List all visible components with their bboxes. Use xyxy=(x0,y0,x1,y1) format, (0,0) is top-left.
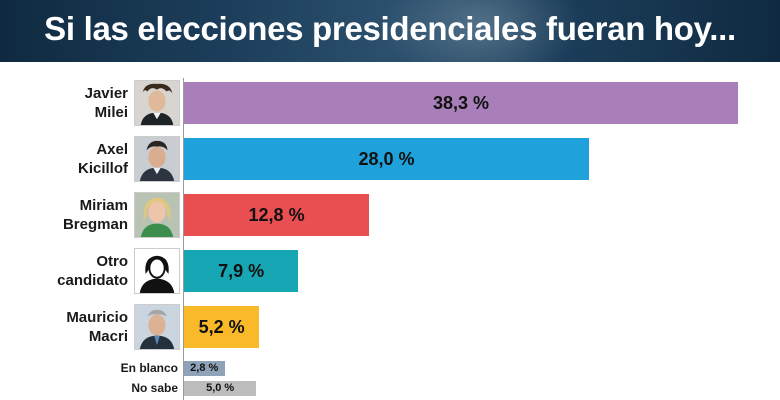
value-label-miriam-bregman: 12,8 % xyxy=(248,204,305,225)
header-banner: Si las elecciones presidenciales fueran … xyxy=(0,0,780,62)
photo-mauricio-macri xyxy=(134,304,180,350)
header-background-photo xyxy=(380,0,580,62)
bar-no-sabe xyxy=(184,381,257,396)
value-label-otro-candidato: 7,9 % xyxy=(218,260,265,281)
bar-chart: Javier Milei 38,3 % Axel Kicillof 28,0 % Mir… xyxy=(0,62,780,400)
value-label-en-blanco: 2,8 % xyxy=(190,362,219,374)
value-label-mauricio-macri: 5,2 % xyxy=(198,316,245,337)
bar-javier-milei xyxy=(184,82,738,124)
person-silhouette-icon xyxy=(134,248,180,294)
bar-axel-kicillof xyxy=(184,138,589,180)
bar-otro-candidato xyxy=(184,250,299,292)
chart-title: Si las elecciones presidenciales fueran … xyxy=(44,10,736,47)
value-label-no-sabe: 5,0 % xyxy=(206,382,235,394)
category-label-javier-milei: Javier Milei xyxy=(84,85,128,121)
category-label-miriam-bregman: Miriam Bregman xyxy=(62,197,128,233)
category-label-mauricio-macri: Mauricio Macri xyxy=(66,309,128,345)
category-label-otro-candidato: Otro candidato xyxy=(57,253,128,289)
category-label-en-blanco: En blanco xyxy=(120,361,178,375)
value-label-axel-kicillof: 28,0 % xyxy=(358,148,415,169)
bar-mauricio-macri xyxy=(184,306,260,348)
category-label-no-sabe: No sabe xyxy=(131,381,178,395)
bar-miriam-bregman xyxy=(184,194,370,236)
photo-javier-milei xyxy=(134,80,180,126)
value-label-javier-milei: 38,3 % xyxy=(432,92,490,113)
chart-axis-line xyxy=(183,78,184,400)
category-label-axel-kicillof: Axel Kicillof xyxy=(77,141,128,177)
photo-axel-kicillof xyxy=(134,136,180,182)
photo-miriam-bregman xyxy=(134,192,180,238)
bar-en-blanco xyxy=(184,361,225,376)
